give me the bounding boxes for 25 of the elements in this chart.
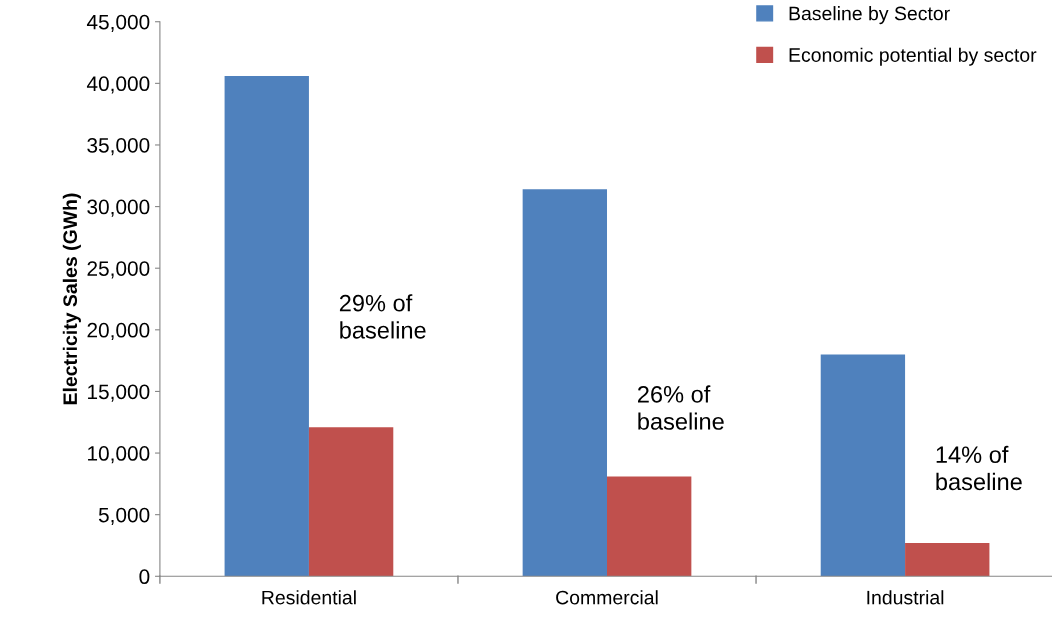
y-tick-label: 15,000 bbox=[88, 384, 150, 402]
legend-label: Baseline by Sector bbox=[789, 6, 950, 25]
bar bbox=[224, 75, 309, 577]
annotation: 29% of baseline bbox=[339, 294, 426, 339]
bar bbox=[607, 476, 692, 577]
bar bbox=[820, 354, 906, 577]
legend-label: Economic potential by sector bbox=[789, 47, 1037, 66]
y-axis-title: Electricity Sales (GWh) bbox=[62, 193, 81, 405]
annotation: 26% of baseline bbox=[638, 385, 724, 430]
annotation: 14% of baseline bbox=[936, 445, 1022, 491]
y-tick-label: 30,000 bbox=[87, 199, 150, 217]
x-tick-label: Commercial bbox=[556, 590, 658, 605]
x-tick-label: Residential bbox=[262, 590, 356, 605]
bar bbox=[905, 543, 990, 577]
y-tick-label: 40,000 bbox=[86, 76, 150, 94]
y-tick-label: 0 bbox=[139, 569, 150, 585]
y-tick-label: 45,000 bbox=[86, 14, 150, 32]
x-tick-label: Industrial bbox=[867, 590, 944, 605]
y-tick-label: 25,000 bbox=[87, 261, 150, 279]
y-tick-label: 35,000 bbox=[87, 137, 150, 156]
y-tick-label: 10,000 bbox=[88, 446, 150, 464]
bar bbox=[522, 189, 607, 577]
bar bbox=[308, 427, 394, 577]
y-tick-label: 5,000 bbox=[98, 507, 150, 525]
y-tick-label: 20,000 bbox=[87, 322, 150, 341]
